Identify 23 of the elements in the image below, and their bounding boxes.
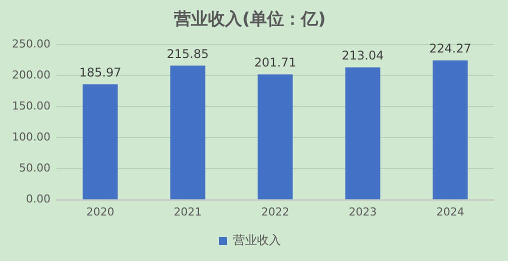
y-tick-label: 150.00: [12, 99, 50, 112]
x-tick-label: 2023: [348, 205, 377, 218]
data-label: 185.97: [79, 65, 122, 80]
data-label: 201.71: [254, 56, 296, 70]
bar: [432, 60, 468, 200]
data-label: 215.85: [166, 46, 209, 61]
data-label: 224.27: [429, 42, 472, 56]
y-tick-label: 200.00: [12, 68, 50, 82]
bar: [345, 67, 380, 200]
x-tick-label: 2021: [174, 205, 202, 218]
bar: [258, 74, 293, 200]
y-tick-label: 0.00: [26, 192, 50, 206]
x-tick-label: 2024: [436, 205, 464, 218]
chart-title: 营业收入(单位：亿): [173, 10, 326, 30]
y-tick-label: 50.00: [18, 162, 50, 175]
y-tick-label: 250.00: [12, 37, 50, 50]
bar: [170, 66, 206, 200]
bar: [82, 84, 118, 200]
x-tick-label: 2022: [261, 205, 290, 218]
y-tick-label: 100.00: [12, 130, 50, 144]
x-tick-label: 2020: [86, 205, 114, 218]
legend-label: 营业收入: [233, 233, 281, 248]
data-label: 213.04: [342, 48, 384, 62]
